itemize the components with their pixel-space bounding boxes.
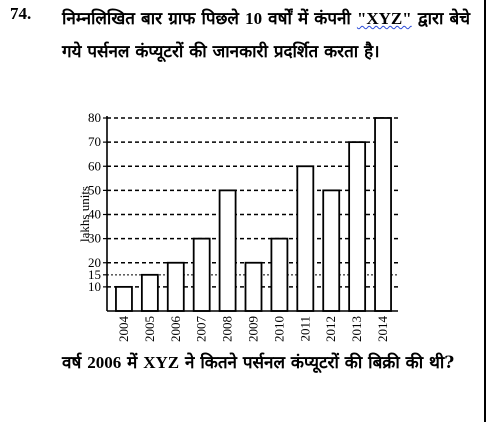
question-years-count: 10 — [245, 9, 263, 28]
question-company: "XYZ" — [356, 9, 412, 28]
y-tick-label-70: 70 — [88, 134, 101, 149]
bar-2006 — [166, 261, 185, 312]
x-tick-label-2008: 2008 — [220, 316, 235, 342]
question-intro-part1: निम्नलिखित बार ग्राफ पिछले — [62, 9, 246, 29]
follow-part1: वर्ष — [62, 353, 88, 373]
y-tick-label-50: 50 — [88, 182, 101, 197]
x-tick-label-2004: 2004 — [116, 316, 131, 343]
x-tick-label-2006: 2006 — [168, 316, 183, 343]
question-intro-part3: द्वारा बेचे गये पर्सनल कंप्यूटरों की जान… — [62, 9, 470, 62]
x-tick-label-2007: 2007 — [194, 316, 209, 343]
x-tick-label-2009: 2009 — [246, 316, 261, 342]
follow-up-question: वर्ष 2006 में XYZ ने कितने पर्सनल कंप्यू… — [62, 346, 472, 380]
x-tick-label-2010: 2010 — [271, 316, 286, 342]
bar-2009 — [244, 261, 263, 312]
y-tick-label-10: 10 — [88, 279, 101, 294]
bar-2010 — [270, 237, 289, 312]
x-tick-label-2012: 2012 — [323, 316, 338, 342]
y-tick-label-60: 60 — [88, 158, 101, 173]
bars — [115, 117, 392, 312]
y-tick-label-30: 30 — [88, 231, 101, 246]
follow-part3: ने कितने पर्सनल कंप्यूटरों की बिक्री की … — [179, 353, 455, 373]
y-tick-label-80: 80 — [88, 110, 101, 125]
right-border-line — [484, 0, 486, 422]
question-text: निम्नलिखित बार ग्राफ पिछले 10 वर्षों में… — [62, 2, 470, 69]
bar-2014 — [374, 117, 392, 312]
bar-2008 — [218, 189, 237, 312]
follow-year: 2006 — [87, 353, 122, 372]
follow-part2: में — [121, 353, 144, 373]
y-tick-label-15: 15 — [88, 267, 101, 282]
question-intro-part2: वर्षों में कंपनी — [262, 9, 357, 29]
bar-2005 — [140, 273, 159, 312]
bar-2012 — [322, 189, 341, 312]
bar-2007 — [192, 237, 211, 312]
bar-2004 — [115, 285, 133, 312]
bar-2013 — [348, 141, 367, 312]
x-tick-label-2014: 2014 — [375, 316, 390, 343]
axes — [103, 116, 398, 312]
x-tick-labels: 2004 2005 2006 2007 2008 2009 2010 2011 2012 2013… — [116, 316, 390, 343]
y-axis-label: lakhs units — [77, 186, 92, 242]
x-tick-label-2011: 2011 — [297, 316, 312, 342]
follow-company: XYZ — [143, 353, 180, 372]
question-number: 74. — [10, 4, 32, 23]
bar-2011 — [296, 165, 315, 312]
x-tick-label-2013: 2013 — [349, 316, 364, 342]
y-tick-label-40: 40 — [88, 207, 101, 222]
y-tick-label-20: 20 — [88, 255, 101, 270]
x-tick-label-2005: 2005 — [142, 316, 157, 342]
